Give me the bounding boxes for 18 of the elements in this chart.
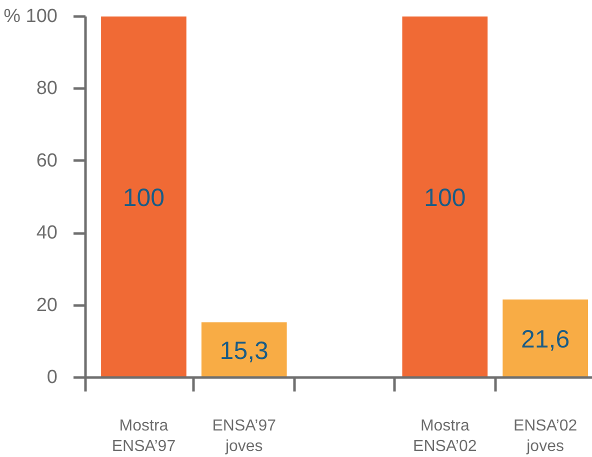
x-tick-label: ENSA’02 joves bbox=[513, 418, 578, 455]
y-tick-label: 60 bbox=[36, 150, 58, 172]
bar bbox=[101, 16, 186, 378]
x-tick-label: Mostra ENSA’02 bbox=[413, 418, 477, 455]
data-label: 21,6 bbox=[520, 326, 570, 354]
bar bbox=[402, 16, 488, 378]
y-tick-label: % 100 bbox=[4, 6, 58, 27]
bar bbox=[502, 300, 588, 378]
x-tick-label: Mostra ENSA’97 bbox=[112, 418, 176, 455]
data-label: 100 bbox=[122, 184, 165, 212]
data-label: 100 bbox=[424, 184, 466, 212]
bar bbox=[201, 322, 287, 378]
x-tick-label: ENSA’97 joves bbox=[212, 418, 276, 455]
y-tick-label: 20 bbox=[36, 294, 58, 316]
y-tick-label: 40 bbox=[36, 222, 58, 244]
y-tick-label: 0 bbox=[46, 367, 58, 388]
y-tick-label: 80 bbox=[36, 78, 58, 100]
data-label: 15,3 bbox=[220, 336, 268, 365]
